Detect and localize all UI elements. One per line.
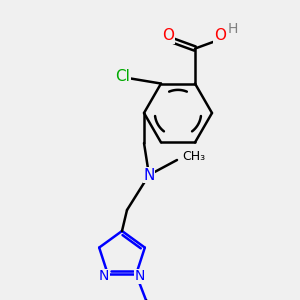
Text: CH₃: CH₃: [182, 149, 205, 163]
Text: O: O: [162, 28, 174, 43]
Text: N: N: [135, 269, 145, 284]
Text: N: N: [143, 167, 155, 182]
Text: N: N: [99, 269, 109, 284]
Text: H: H: [228, 22, 238, 36]
Text: O: O: [214, 28, 226, 43]
Text: Cl: Cl: [116, 69, 130, 84]
